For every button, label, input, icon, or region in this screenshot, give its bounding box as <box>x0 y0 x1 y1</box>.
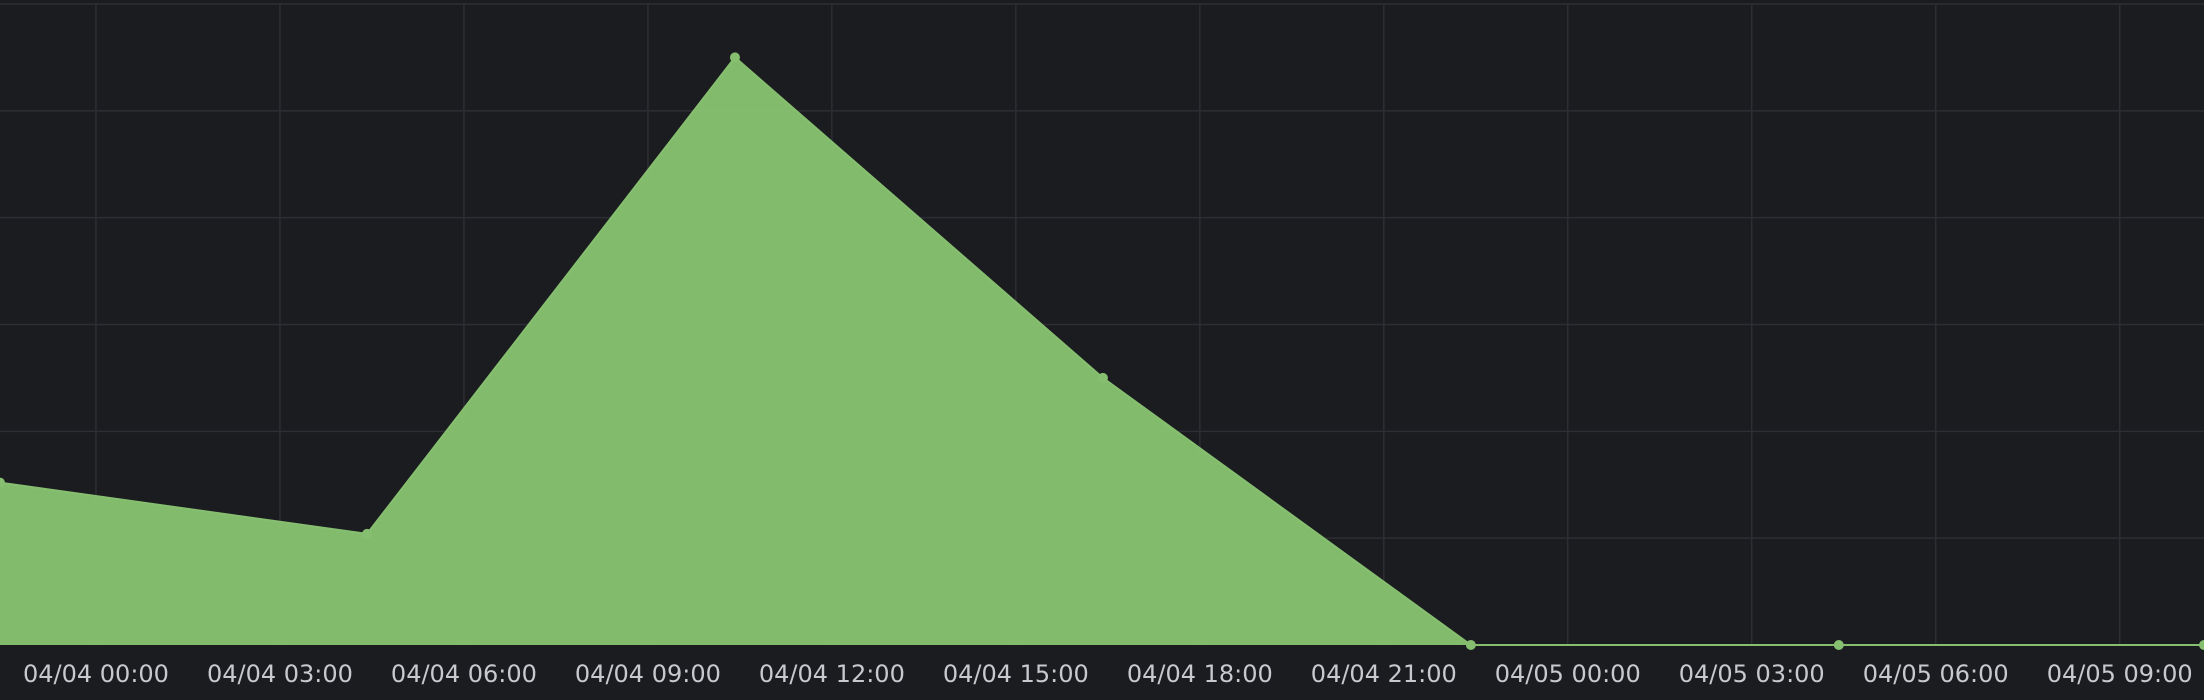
grid <box>0 3 2204 645</box>
x-tick-label: 04/04 12:00 <box>759 660 905 688</box>
data-point-0-6[interactable] <box>2199 640 2204 650</box>
series-area-0 <box>0 57 2204 645</box>
x-tick-label: 04/04 18:00 <box>1127 660 1273 688</box>
data-point-0-5[interactable] <box>1833 640 1844 650</box>
x-tick-label: 04/05 06:00 <box>1863 660 2009 688</box>
x-axis: 04/04 00:00 04/04 03:00 04/04 06:00 04/04 0… <box>23 660 2193 688</box>
x-tick-label: 04/05 09:00 <box>2047 660 2193 688</box>
series-area-group <box>0 56 2204 646</box>
x-tick-label: 04/04 03:00 <box>207 660 353 688</box>
data-point-0-0[interactable] <box>0 477 5 488</box>
data-point-0-2[interactable] <box>729 52 740 63</box>
x-tick-label: 04/04 06:00 <box>391 660 537 688</box>
x-tick-label: 04/04 09:00 <box>575 660 721 688</box>
x-tick-label: 04/04 00:00 <box>23 660 169 688</box>
data-point-0-4[interactable] <box>1465 640 1476 650</box>
x-tick-label: 04/04 21:00 <box>1311 660 1457 688</box>
x-tick-label: 04/05 00:00 <box>1495 660 1641 688</box>
x-tick-label: 04/05 03:00 <box>1679 660 1825 688</box>
data-point-0-3[interactable] <box>1097 372 1108 383</box>
data-point-0-1[interactable] <box>362 528 373 539</box>
series-points-group <box>0 52 2204 650</box>
x-tick-label: 04/04 15:00 <box>943 660 1089 688</box>
